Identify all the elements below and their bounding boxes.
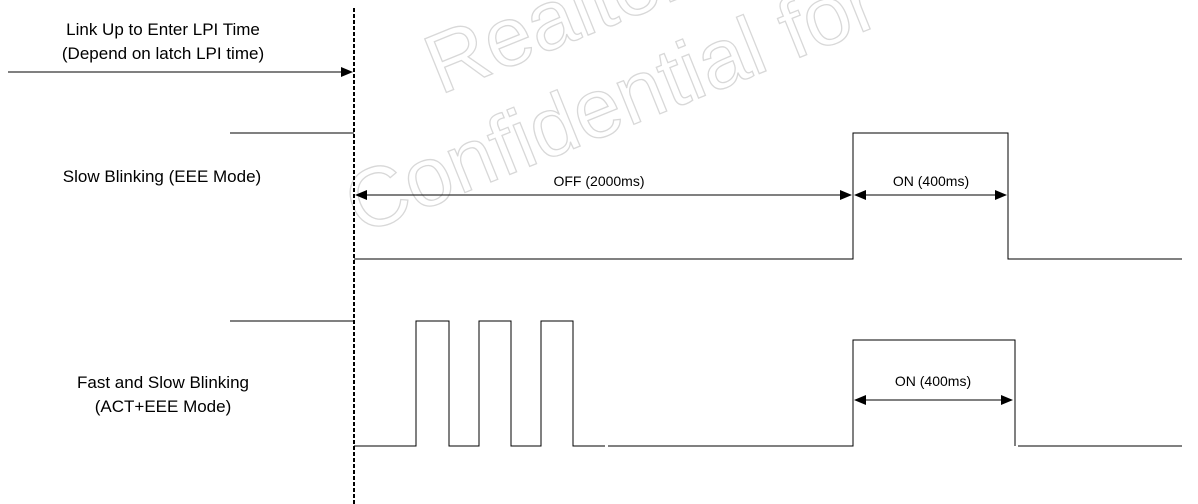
link-up-label-line-2: (Depend on latch LPI time) [62,44,264,63]
fast-slow-label-line-1: Fast and Slow Blinking [77,373,249,392]
off-duration-label: OFF (2000ms) [553,173,644,189]
link-up-label-line-1: Link Up to Enter LPI Time [66,20,260,39]
fast-slow-waveform-on [608,339,1016,447]
watermark: Realtek Confidential for [331,0,891,252]
fast-slow-waveform-pulses [354,320,605,447]
slow-blinking-label: Slow Blinking (EEE Mode) [63,167,261,186]
slow-blinking-waveform [354,132,1182,260]
on-duration-label-fast: ON (400ms) [895,373,971,389]
on-duration-label-slow: ON (400ms) [893,173,969,189]
fast-slow-label-line-2: (ACT+EEE Mode) [95,397,232,416]
